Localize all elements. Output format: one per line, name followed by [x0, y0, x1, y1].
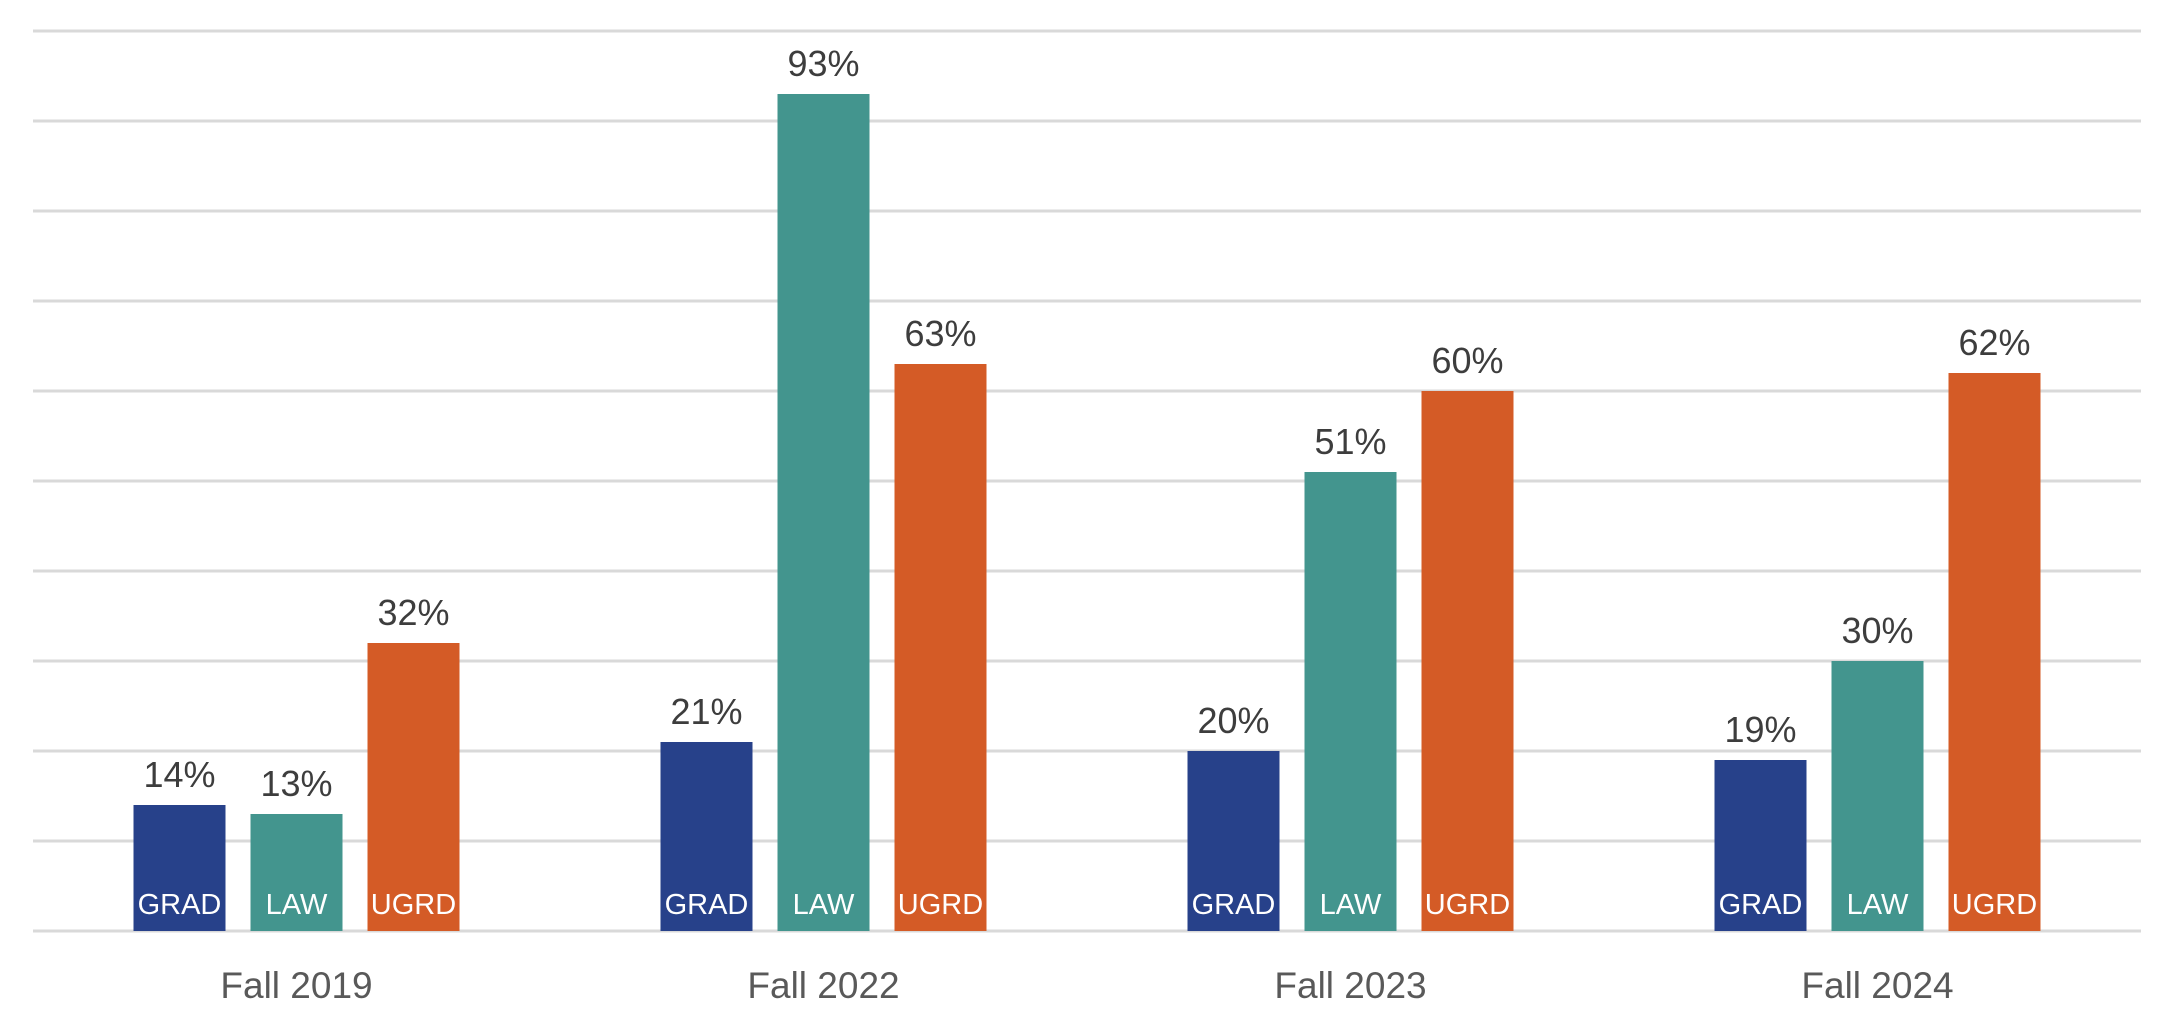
- x-tick-label-fall-2023: Fall 2023: [1274, 965, 1426, 1006]
- data-label-fall-2024-grad: 19%: [1724, 709, 1796, 750]
- data-label-fall-2023-law: 51%: [1314, 421, 1386, 462]
- bar-fall-2022-grad: [660, 742, 753, 931]
- bar-series-label-fall-2024-law: LAW: [1847, 889, 1909, 921]
- data-label-fall-2022-grad: 21%: [670, 691, 742, 732]
- x-tick-label-fall-2024: Fall 2024: [1801, 965, 1953, 1006]
- bar-series-label-fall-2023-grad: GRAD: [1192, 889, 1276, 921]
- bar-fall-2019-grad: [133, 805, 226, 931]
- data-label-fall-2024-law: 30%: [1841, 610, 1913, 651]
- bar-fall-2023-law: [1304, 472, 1397, 931]
- bar-series-label-fall-2022-grad: GRAD: [665, 889, 749, 921]
- bar-series-label-fall-2022-ugrd: UGRD: [898, 889, 983, 921]
- bars: [133, 94, 2041, 931]
- data-label-fall-2023-grad: 20%: [1197, 700, 1269, 741]
- bar-fall-2024-grad: [1714, 760, 1807, 931]
- bar-series-label-fall-2024-ugrd: UGRD: [1952, 889, 2037, 921]
- bar-fall-2024-law: [1831, 661, 1924, 931]
- bar-series-label-fall-2019-grad: GRAD: [138, 889, 222, 921]
- bar-fall-2019-ugrd: [367, 643, 460, 931]
- bar-series-label-fall-2019-ugrd: UGRD: [371, 889, 456, 921]
- bar-series-label-fall-2024-grad: GRAD: [1719, 889, 1803, 921]
- data-label-fall-2024-ugrd: 62%: [1958, 322, 2030, 363]
- value-labels: GRAD 14% LAW 13% UGRD 32% GRAD 21% LAW 93% UGRD 63%…: [138, 43, 2038, 921]
- data-label-fall-2019-law: 13%: [260, 763, 332, 804]
- data-label-fall-2022-law: 93%: [787, 43, 859, 84]
- bar-fall-2019-law: [250, 814, 343, 931]
- x-tick-label-fall-2019: Fall 2019: [220, 965, 372, 1006]
- bar-fall-2024-ugrd: [1948, 373, 2041, 931]
- data-label-fall-2023-ugrd: 60%: [1431, 340, 1503, 381]
- x-axis-tick-labels: Fall 2019 Fall 2022 Fall 2023 Fall 2024: [220, 965, 1953, 1006]
- data-label-fall-2022-ugrd: 63%: [904, 313, 976, 354]
- bar-fall-2022-ugrd: [894, 364, 987, 931]
- bar-fall-2022-law: [777, 94, 870, 931]
- gridlines: [33, 29, 2141, 933]
- data-label-fall-2019-grad: 14%: [143, 754, 215, 795]
- bar-fall-2023-ugrd: [1421, 391, 1514, 931]
- x-tick-label-fall-2022: Fall 2022: [747, 965, 899, 1006]
- bar-series-label-fall-2022-law: LAW: [793, 889, 855, 921]
- bar-fall-2023-grad: [1187, 751, 1280, 931]
- bar-series-label-fall-2019-law: LAW: [266, 889, 328, 921]
- bar-series-label-fall-2023-ugrd: UGRD: [1425, 889, 1510, 921]
- bar-series-label-fall-2023-law: LAW: [1320, 889, 1382, 921]
- data-label-fall-2019-ugrd: 32%: [377, 592, 449, 633]
